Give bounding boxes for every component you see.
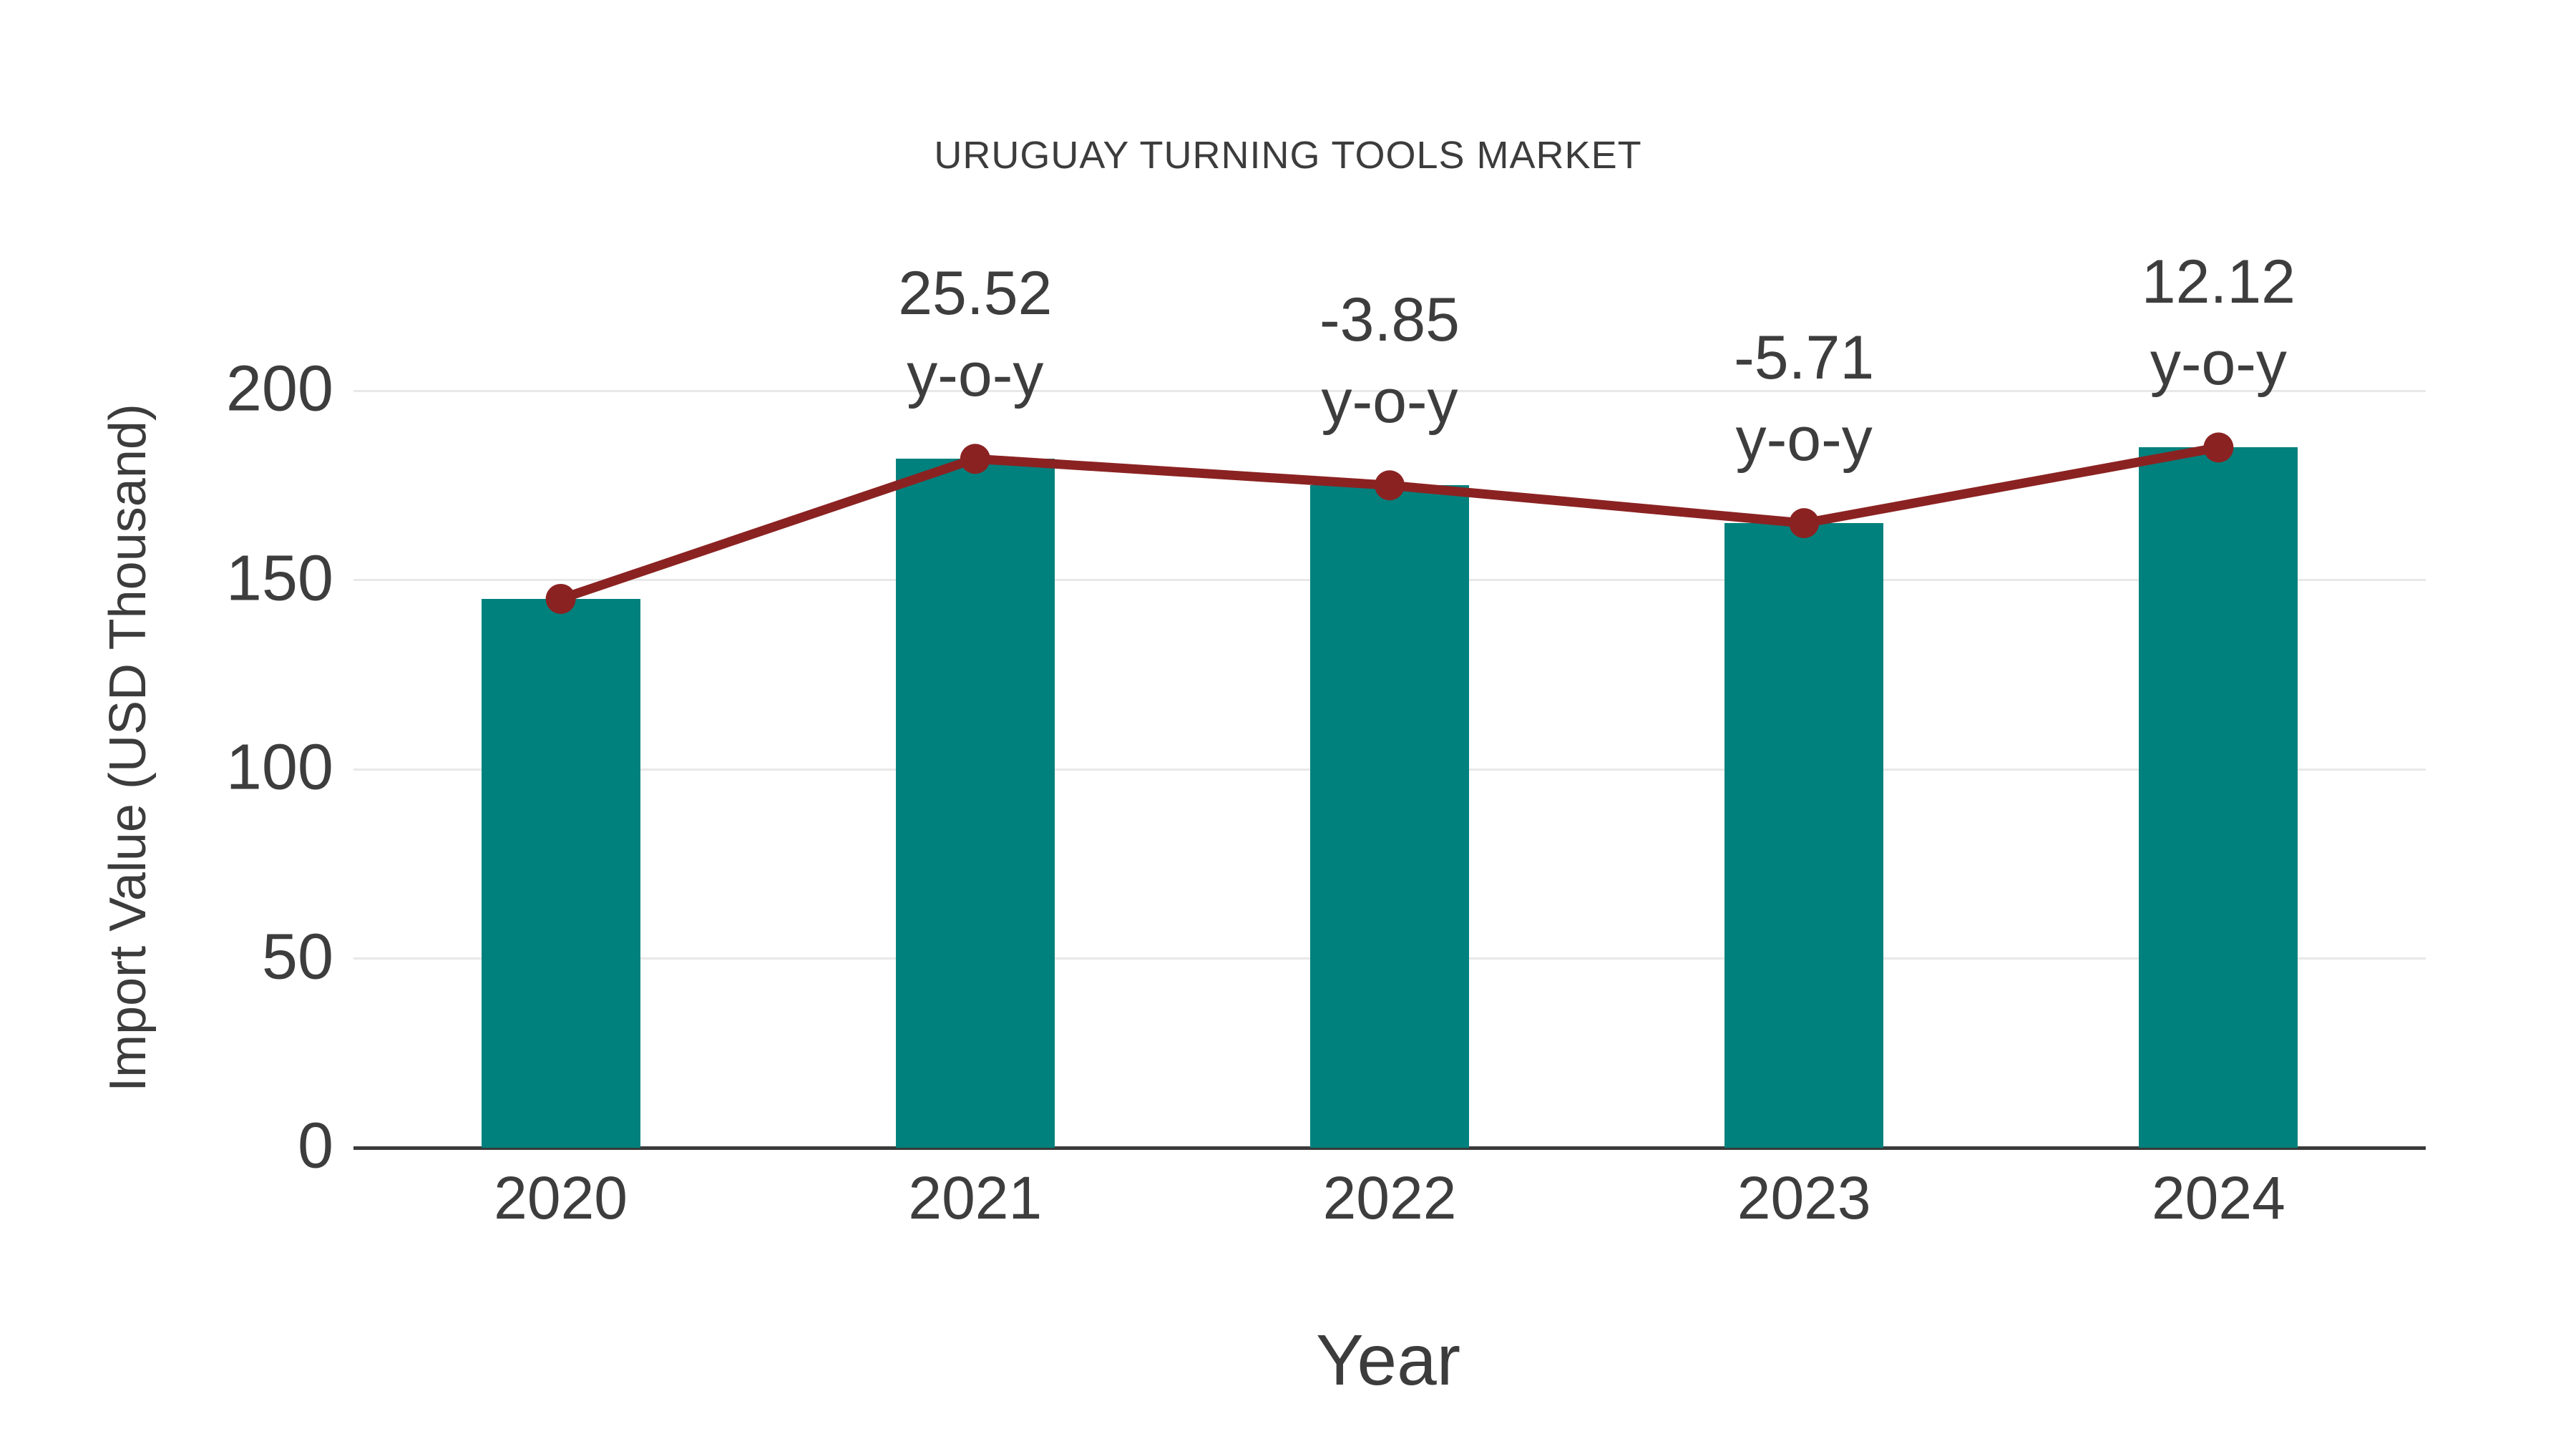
- bar-2021: [895, 459, 1055, 1148]
- annotation-value: 12.12: [2141, 248, 2296, 317]
- bar-2024: [2139, 447, 2298, 1148]
- annotation-value: -3.85: [1319, 286, 1460, 355]
- y-tick-label-50: 50: [261, 920, 333, 992]
- y-tick-label-200: 200: [225, 353, 333, 425]
- annotation-value: -5.71: [1734, 323, 1875, 393]
- x-tick-label-2024: 2024: [2151, 1164, 2285, 1231]
- x-tick-label-2023: 2023: [1737, 1164, 1871, 1231]
- chart-title: URUGUAY TURNING TOOLS MARKET: [934, 134, 1642, 177]
- annotation-2022: -3.85 y-o-y: [1319, 279, 1460, 442]
- annotation-suffix: y-o-y: [2150, 329, 2287, 399]
- annotation-2024: 12.12 y-o-y: [2142, 241, 2296, 404]
- x-tick-label-2020: 2020: [494, 1164, 628, 1231]
- x-tick-label-2021: 2021: [908, 1164, 1043, 1231]
- annotation-suffix: y-o-y: [1735, 405, 1873, 474]
- y-tick-label-0: 0: [297, 1110, 333, 1182]
- x-axis-line: [353, 1146, 2426, 1150]
- bar-2023: [1724, 523, 1884, 1148]
- annotation-suffix: y-o-y: [1321, 367, 1458, 436]
- bar-2020: [481, 598, 640, 1148]
- x-tick-label-2022: 2022: [1322, 1164, 1457, 1231]
- bar-2022: [1310, 485, 1469, 1148]
- x-axis-title: Year: [1315, 1320, 1461, 1400]
- annotation-2021: 25.52 y-o-y: [898, 253, 1052, 416]
- y-tick-label-150: 150: [225, 542, 333, 614]
- annotation-suffix: y-o-y: [907, 341, 1044, 410]
- y-tick-label-100: 100: [225, 731, 333, 804]
- annotation-value: 25.52: [898, 259, 1053, 328]
- annotation-2023: -5.71 y-o-y: [1734, 317, 1874, 480]
- gridline-200: [353, 389, 2426, 392]
